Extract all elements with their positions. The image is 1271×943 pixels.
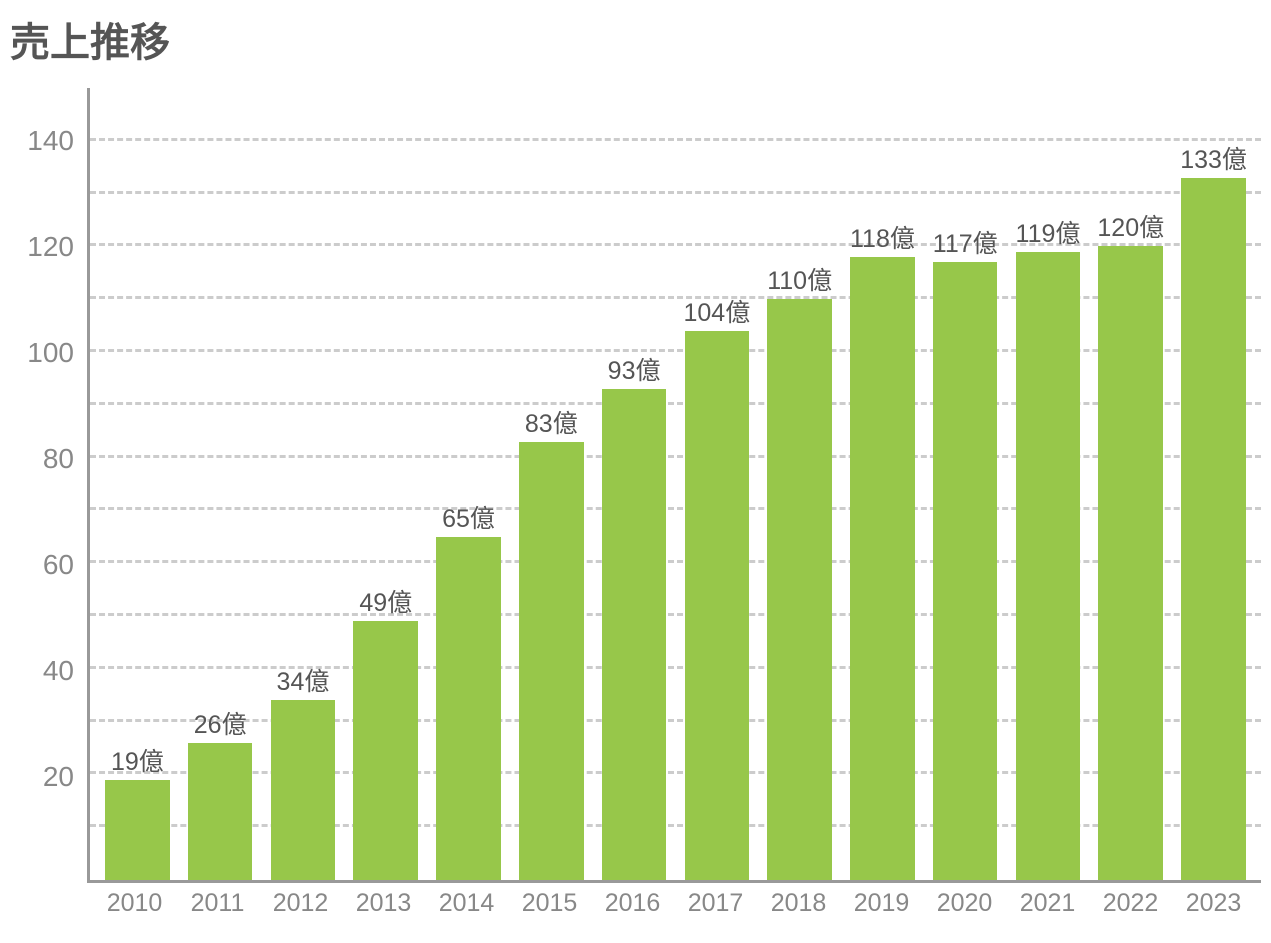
y-tick-label: 20 bbox=[43, 761, 74, 793]
x-tick-label: 2018 bbox=[757, 883, 840, 928]
x-tick-label: 2016 bbox=[591, 883, 674, 928]
plot-wrapper: 20406080100120140 19億26億34億49億65億83億93億1… bbox=[10, 88, 1261, 928]
y-tick-label: 100 bbox=[27, 337, 74, 369]
y-tick-label: 140 bbox=[27, 125, 74, 157]
x-tick-label: 2022 bbox=[1089, 883, 1172, 928]
bar-slot: 34億 bbox=[262, 88, 345, 880]
bar: 104億 bbox=[685, 331, 750, 880]
bar: 133億 bbox=[1181, 178, 1246, 880]
x-tick-label: 2011 bbox=[176, 883, 259, 928]
plot-area: 19億 26億 34億 49億 65億 83億 93億 104億 110億 118億 117億 119… bbox=[87, 88, 1261, 883]
bar-slot: 117億 bbox=[924, 88, 1007, 880]
bar: 83億 bbox=[519, 442, 584, 880]
x-tick-label: 2023 bbox=[1172, 883, 1255, 928]
x-tick-label: 2015 bbox=[508, 883, 591, 928]
bar-value-label: 117億 bbox=[933, 224, 998, 260]
bar-value-label: 118億 bbox=[850, 219, 915, 255]
bar-value-label: 93億 bbox=[608, 351, 661, 387]
bar: 19億 bbox=[105, 780, 170, 880]
bar-value-label: 83億 bbox=[525, 404, 578, 440]
revenue-chart: 売上推移 20 40 60 80 100 120 140 19億 26億 34億 49億 65億 83… bbox=[10, 10, 1261, 933]
bar-value-label: 104億 bbox=[684, 293, 751, 329]
bars-area: 19億 26億 34億 49億 65億 83億 93億 104億 110億 118億 117億 119… bbox=[90, 88, 1261, 880]
bar: 65億 bbox=[436, 537, 501, 880]
bar-slot: 119億 bbox=[1007, 88, 1090, 880]
y-axis: 20 40 60 80 100 120 140 bbox=[10, 88, 82, 928]
bar-value-label: 110億 bbox=[767, 261, 832, 297]
y-tick-label: 40 bbox=[43, 655, 74, 687]
x-tick-label: 2020 bbox=[923, 883, 1006, 928]
x-tick-label: 2013 bbox=[342, 883, 425, 928]
x-tick-label: 2010 bbox=[93, 883, 176, 928]
bar-slot: 110億 bbox=[758, 88, 841, 880]
bar-slot: 120億 bbox=[1089, 88, 1172, 880]
bar: 26億 bbox=[188, 743, 253, 880]
bar-value-label: 119億 bbox=[1016, 214, 1081, 250]
bar-value-label: 133億 bbox=[1180, 140, 1247, 176]
bar-slot: 93億 bbox=[593, 88, 676, 880]
y-tick-label: 60 bbox=[43, 549, 74, 581]
bar-value-label: 120億 bbox=[1097, 208, 1164, 244]
bar: 110億 bbox=[767, 299, 832, 880]
y-tick-label: 80 bbox=[43, 443, 74, 475]
x-tick-label: 2021 bbox=[1006, 883, 1089, 928]
chart-title: 売上推移 bbox=[10, 10, 1261, 68]
bar: 34億 bbox=[271, 700, 336, 880]
bar-slot: 118億 bbox=[841, 88, 924, 880]
bar: 117億 bbox=[933, 262, 998, 880]
y-tick-label: 120 bbox=[27, 231, 74, 263]
bar: 120億 bbox=[1098, 246, 1163, 880]
bar-value-label: 19億 bbox=[111, 742, 164, 778]
x-tick-label: 2017 bbox=[674, 883, 757, 928]
bar-slot: 49億 bbox=[344, 88, 427, 880]
bar: 93億 bbox=[602, 389, 667, 880]
bar-slot: 65億 bbox=[427, 88, 510, 880]
bar-value-label: 49億 bbox=[359, 583, 412, 619]
bar-slot: 26億 bbox=[179, 88, 262, 880]
x-tick-label: 2019 bbox=[840, 883, 923, 928]
bar: 49億 bbox=[353, 621, 418, 880]
bar-value-label: 34億 bbox=[277, 662, 330, 698]
bar-value-label: 26億 bbox=[194, 705, 247, 741]
bar: 118億 bbox=[850, 257, 915, 880]
bar: 119億 bbox=[1016, 252, 1081, 880]
bar-value-label: 65億 bbox=[442, 499, 495, 535]
x-axis: 2010201120122013201420152016201720182019… bbox=[87, 883, 1261, 928]
bar-slot: 133億 bbox=[1172, 88, 1255, 880]
x-tick-label: 2012 bbox=[259, 883, 342, 928]
bar-slot: 104億 bbox=[675, 88, 758, 880]
bar-slot: 19億 bbox=[96, 88, 179, 880]
x-tick-label: 2014 bbox=[425, 883, 508, 928]
bar-slot: 83億 bbox=[510, 88, 593, 880]
